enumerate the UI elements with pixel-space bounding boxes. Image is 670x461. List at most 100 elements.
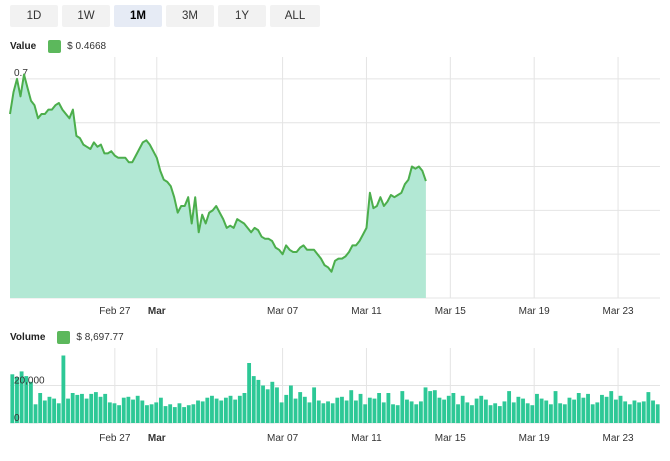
volume-bar <box>15 377 19 423</box>
volume-bar <box>191 404 196 424</box>
range-button-1w[interactable]: 1W <box>62 5 110 27</box>
volume-bar <box>465 402 470 423</box>
value-legend-amount: 0.4668 <box>75 41 107 52</box>
price-line <box>9 73 427 273</box>
volume-bar <box>535 393 539 423</box>
volume-bar <box>437 397 442 423</box>
volume-bar <box>502 401 507 423</box>
volume-bar <box>135 395 140 423</box>
volume-bar <box>223 397 228 423</box>
volume-bar <box>284 394 289 423</box>
volume-x-tick-label: Mar 07 <box>267 433 299 444</box>
volume-bar <box>293 398 298 423</box>
volume-bar <box>228 395 233 423</box>
volume-y-tick-label: 20,000 <box>14 376 45 387</box>
volume-bar <box>511 402 516 423</box>
volume-bar <box>432 390 437 423</box>
volume-bar <box>344 400 349 423</box>
volume-x-tick-label: Mar <box>148 433 166 444</box>
volume-bar <box>576 393 581 423</box>
volume-bar <box>98 396 103 424</box>
volume-bar <box>474 398 479 423</box>
volume-bar <box>530 405 535 423</box>
volume-legend-currency: $ <box>76 332 82 343</box>
range-button-1y[interactable]: 1Y <box>218 5 266 27</box>
volume-bar <box>497 406 502 423</box>
volume-bar <box>256 379 261 423</box>
price-x-tick-label: Mar 23 <box>603 306 635 317</box>
value-legend: Value $ 0.4668 <box>10 40 106 53</box>
volume-bar <box>456 404 460 424</box>
volume-bar <box>80 393 84 423</box>
range-button-3m[interactable]: 3M <box>166 5 214 27</box>
volume-bar <box>61 355 66 423</box>
range-button-all[interactable]: ALL <box>270 5 320 27</box>
volume-bar <box>117 405 122 423</box>
volume-bar <box>363 404 368 424</box>
volume-bar <box>186 405 191 423</box>
volume-bar <box>637 402 642 423</box>
price-x-tick-label: Feb 27 <box>99 306 131 317</box>
volume-bar <box>391 404 395 424</box>
volume-bar <box>442 399 447 423</box>
volume-legend-amount: 8,697.77 <box>84 332 124 343</box>
volume-bar <box>56 403 61 423</box>
volume-bar <box>446 395 451 423</box>
volume-bar <box>298 392 303 423</box>
volume-bar <box>651 400 655 423</box>
volume-bar <box>330 403 335 423</box>
volume-bar <box>623 401 628 423</box>
volume-bar <box>75 394 80 423</box>
volume-bar <box>600 394 604 423</box>
volume-bar <box>428 391 433 423</box>
volume-bar <box>66 398 70 423</box>
price-x-tick-label: Mar 15 <box>435 306 467 317</box>
range-button-1m[interactable]: 1M <box>114 5 162 27</box>
volume-bar <box>107 402 112 423</box>
volume-bar <box>140 400 145 423</box>
price-x-tick-label: Mar <box>148 306 166 317</box>
volume-bar <box>493 403 498 423</box>
volume-bar <box>372 398 377 423</box>
volume-bar <box>613 399 618 423</box>
range-button-1d[interactable]: 1D <box>10 5 58 27</box>
volume-bar <box>586 393 590 423</box>
volume-bar <box>627 404 632 424</box>
volume-bar <box>340 396 344 424</box>
volume-bar <box>353 400 358 423</box>
price-x-tick-label: Mar 11 <box>351 306 382 317</box>
volume-bar <box>618 395 623 423</box>
volume-bar <box>632 400 637 423</box>
volume-bar <box>312 387 317 423</box>
volume-bar <box>242 393 247 423</box>
volume-bar <box>460 395 465 423</box>
price-x-tick-label: Mar 19 <box>519 306 551 317</box>
volume-bar <box>483 399 488 423</box>
volume-bar <box>516 396 521 424</box>
volume-bar <box>590 404 595 424</box>
volume-legend: Volume $ 8,697.77 <box>10 331 124 344</box>
volume-bar <box>237 395 242 423</box>
volume-bar <box>279 402 284 423</box>
value-legend-currency: $ <box>67 41 73 52</box>
volume-bar <box>261 385 265 423</box>
volume-bar <box>42 400 47 423</box>
volume-bar <box>377 393 382 423</box>
volume-bar <box>655 404 660 424</box>
volume-bar <box>572 399 577 423</box>
volume-bar <box>214 398 219 423</box>
volume-bar <box>112 403 117 423</box>
volume-bar <box>418 401 423 423</box>
volume-bar <box>205 397 210 423</box>
volume-bar <box>358 393 363 423</box>
price-x-tick-label: Mar 07 <box>267 306 299 317</box>
volume-bar <box>177 403 182 423</box>
volume-bar <box>595 402 600 423</box>
volume-bar <box>172 407 177 423</box>
volume-bar <box>470 405 474 423</box>
volume-bar <box>52 398 57 423</box>
price-y-tick-label: 0.7 <box>14 68 28 79</box>
volume-bar <box>409 401 414 423</box>
volume-bar <box>326 401 330 423</box>
